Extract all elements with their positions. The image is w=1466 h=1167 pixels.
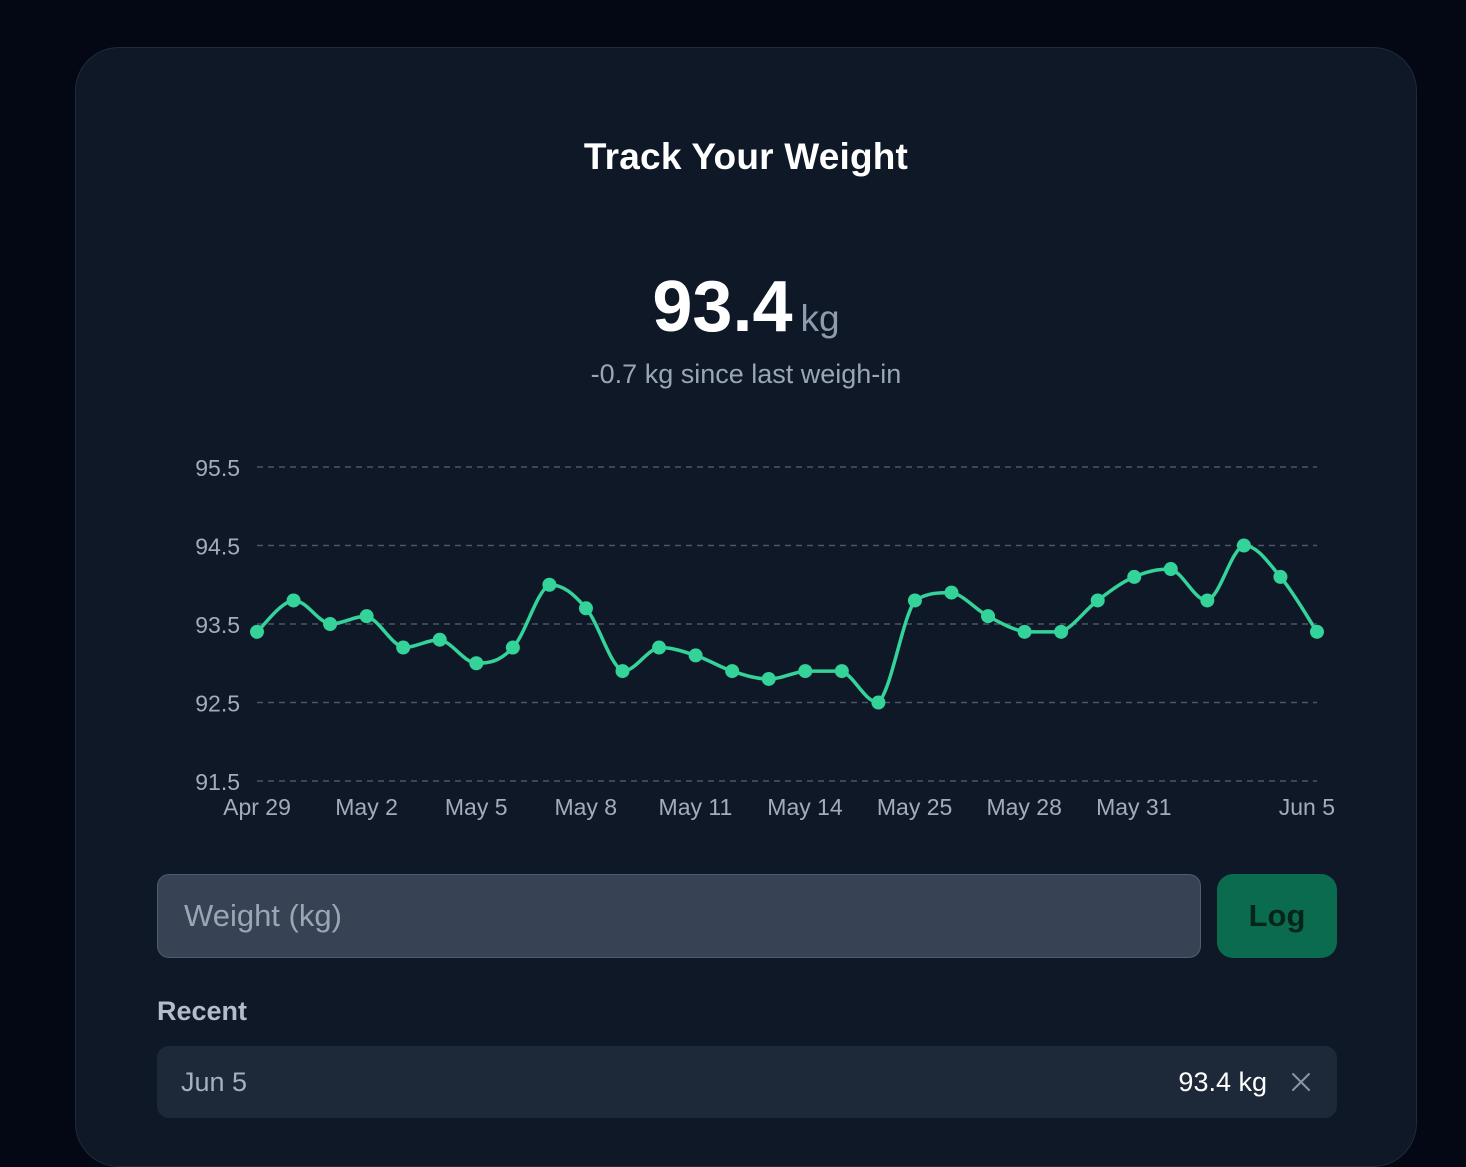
x-tick-label: May 25 <box>877 794 952 820</box>
data-point <box>396 640 411 655</box>
data-point <box>798 664 813 679</box>
entry-date: Jun 5 <box>181 1067 248 1097</box>
recent-entry: Jun 5 93.4 kg <box>157 1046 1337 1118</box>
data-point <box>834 664 849 679</box>
data-point <box>432 632 447 647</box>
x-tick-label: May 5 <box>445 794 508 820</box>
current-weight-value: 93.4 <box>652 267 793 347</box>
close-icon[interactable] <box>1289 1070 1313 1094</box>
y-tick-label: 95.5 <box>195 455 240 481</box>
x-tick-label: May 2 <box>335 794 398 820</box>
data-point <box>1017 624 1032 639</box>
page-title: Track Your Weight <box>583 136 909 177</box>
current-weight: 93.4 kg <box>76 266 1416 348</box>
y-tick-label: 93.5 <box>195 612 240 638</box>
x-tick-label: Jun 5 <box>1279 794 1335 820</box>
data-point <box>944 585 959 600</box>
weight-input[interactable] <box>157 874 1201 958</box>
y-tick-label: 94.5 <box>195 534 240 560</box>
x-tick-label: May 28 <box>986 794 1061 820</box>
data-point <box>652 640 667 655</box>
weight-delta: -0.7 kg since last weigh-in <box>590 359 902 389</box>
data-point <box>981 609 996 624</box>
data-point <box>1127 569 1142 584</box>
data-point <box>542 577 557 592</box>
data-point <box>688 648 703 663</box>
data-point <box>1236 538 1251 553</box>
recent-heading: Recent <box>157 996 248 1026</box>
y-tick-label: 91.5 <box>195 769 240 795</box>
data-point <box>761 671 776 686</box>
data-point <box>615 664 630 679</box>
data-point <box>907 593 922 608</box>
data-point <box>286 593 301 608</box>
current-weight-unit: kg <box>800 298 840 339</box>
data-point <box>505 640 520 655</box>
x-tick-label: May 31 <box>1096 794 1171 820</box>
x-tick-label: May 8 <box>554 794 617 820</box>
data-point <box>359 609 374 624</box>
x-tick-label: May 14 <box>767 794 843 820</box>
entry-value: 93.4 kg <box>1178 1067 1267 1097</box>
data-point <box>871 695 886 710</box>
log-button[interactable]: Log <box>1217 874 1337 958</box>
y-tick-label: 92.5 <box>195 691 240 717</box>
data-point <box>1200 593 1215 608</box>
weight-tracker-card: Track Your Weight 93.4 kg -0.7 kg since l… <box>75 47 1417 1167</box>
data-point <box>578 601 593 616</box>
data-point <box>725 664 740 679</box>
data-point <box>1090 593 1105 608</box>
data-point <box>1054 624 1069 639</box>
data-point <box>469 656 484 671</box>
x-tick-label: Apr 29 <box>223 794 291 820</box>
x-tick-label: May 11 <box>659 794 733 820</box>
data-point <box>1273 569 1288 584</box>
data-point <box>1163 562 1178 577</box>
data-point <box>1310 624 1324 639</box>
data-point <box>323 617 338 631</box>
data-point <box>250 624 264 639</box>
